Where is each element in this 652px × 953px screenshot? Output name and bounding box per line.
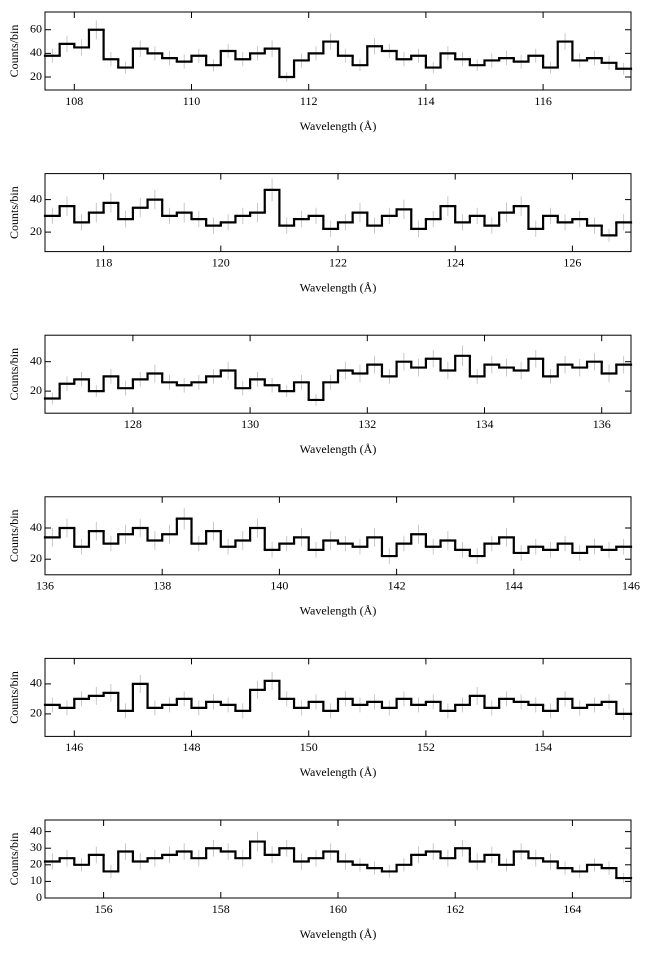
- x-tick-label: 122: [329, 255, 347, 269]
- x-tick-label: 134: [476, 417, 494, 431]
- y-axis-label: Counts/bin: [7, 671, 21, 724]
- x-tick-label: 138: [153, 579, 171, 593]
- y-tick-label: 40: [30, 520, 42, 534]
- x-tick-label: 162: [446, 902, 464, 916]
- x-tick-label: 110: [183, 94, 201, 108]
- x-axis-label: Wavelength (Å): [300, 280, 377, 294]
- x-tick-label: 148: [183, 740, 201, 754]
- x-tick-label: 140: [270, 579, 288, 593]
- x-tick-label: 152: [417, 740, 435, 754]
- y-tick-label: 40: [30, 676, 42, 690]
- x-tick-label: 132: [358, 417, 376, 431]
- x-tick-label: 126: [563, 255, 581, 269]
- panel: 128 130 132 134 136 20 40 Wavelength (Å) Counts/…: [7, 334, 633, 456]
- x-tick-label: 146: [622, 579, 640, 593]
- x-tick-label: 150: [300, 740, 318, 754]
- x-tick-label: 136: [593, 417, 611, 431]
- y-tick-label: 20: [30, 551, 42, 565]
- x-axis-label: Wavelength (Å): [300, 765, 377, 779]
- y-tick-label: 10: [30, 873, 42, 887]
- y-tick-label: 20: [30, 224, 42, 238]
- y-axis-label: Counts/bin: [7, 186, 21, 239]
- x-tick-label: 118: [95, 255, 113, 269]
- x-tick-label: 128: [124, 417, 142, 431]
- x-tick-label: 116: [534, 94, 552, 108]
- plot-frame: [44, 334, 632, 414]
- y-tick-label: 20: [30, 383, 42, 397]
- x-axis-label: Wavelength (Å): [300, 442, 377, 456]
- y-tick-label: 40: [30, 353, 42, 367]
- y-tick-label: 40: [30, 45, 42, 59]
- plot-frame: [44, 657, 632, 737]
- y-axis-label: Counts/bin: [7, 25, 21, 78]
- x-tick-label: 144: [505, 579, 523, 593]
- panel: 136 138 140 142 144 146 20 40 Wavelength (Å) Coun…: [7, 496, 640, 618]
- x-axis-label: Wavelength (Å): [300, 604, 377, 618]
- x-tick-label: 112: [300, 94, 318, 108]
- panel: 108 110 112 114 116 20 40 60 Wavelength (Å) Count…: [7, 11, 633, 133]
- x-axis-label: Wavelength (Å): [300, 927, 377, 941]
- plot-frame: [44, 11, 632, 91]
- x-tick-label: 158: [212, 902, 230, 916]
- y-tick-label: 20: [30, 857, 42, 871]
- x-tick-label: 108: [65, 94, 83, 108]
- x-tick-label: 136: [36, 579, 54, 593]
- y-tick-label: 20: [30, 706, 42, 720]
- x-tick-label: 156: [95, 902, 113, 916]
- y-axis-label: Counts/bin: [7, 833, 21, 886]
- y-axis-label: Counts/bin: [7, 348, 21, 401]
- y-tick-label: 40: [30, 823, 42, 837]
- x-tick-label: 142: [388, 579, 406, 593]
- x-tick-label: 146: [65, 740, 83, 754]
- panel: 156 158 160 162 164 0 10 20 30 40 Wavelength (Å) Co…: [7, 819, 633, 941]
- panel: 146 148 150 152 154 20 40 Wavelength (Å) Counts/…: [7, 657, 633, 779]
- y-tick-label: 60: [30, 21, 42, 35]
- y-tick-label: 30: [30, 840, 42, 854]
- x-tick-label: 124: [446, 255, 464, 269]
- plot-frame: [44, 496, 632, 576]
- panel: 118 120 122 124 126 20 40 Wavelength (Å) Counts/…: [7, 173, 633, 294]
- y-tick-label: 20: [30, 69, 42, 83]
- y-tick-label: 0: [36, 890, 42, 904]
- x-tick-label: 114: [417, 94, 435, 108]
- x-tick-label: 160: [329, 902, 347, 916]
- x-tick-label: 130: [241, 417, 259, 431]
- x-tick-label: 120: [212, 255, 230, 269]
- y-axis-label: Counts/bin: [7, 509, 21, 562]
- y-tick-label: 40: [30, 191, 42, 205]
- x-axis-label: Wavelength (Å): [300, 119, 377, 133]
- x-tick-label: 154: [534, 740, 552, 754]
- x-tick-label: 164: [563, 902, 581, 916]
